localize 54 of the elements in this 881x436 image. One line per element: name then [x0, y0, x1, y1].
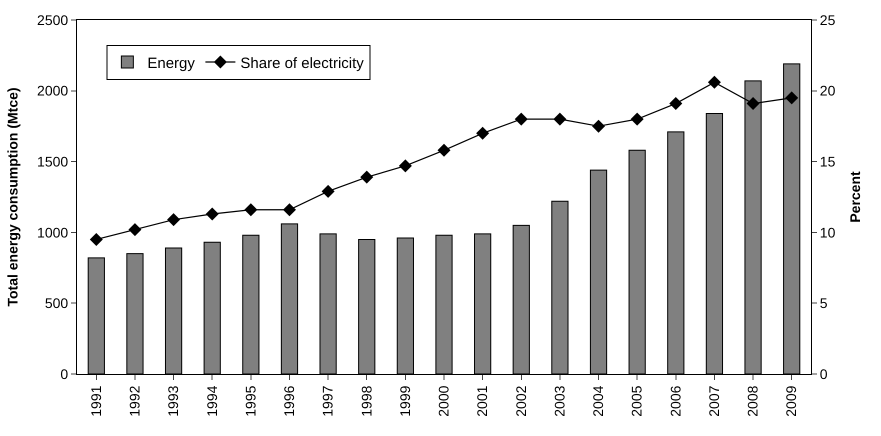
x-tick-label: 1994 — [204, 385, 220, 417]
x-tick-label: 1998 — [358, 385, 374, 417]
y-tick-label: 500 — [44, 295, 68, 312]
point — [553, 112, 566, 126]
x-tick-label: 2006 — [667, 385, 684, 417]
point — [746, 97, 760, 110]
y-tick-label: 1000 — [37, 224, 68, 240]
y2-tick-label: 25 — [820, 12, 836, 28]
point — [322, 184, 335, 198]
point — [244, 203, 258, 216]
point — [206, 207, 219, 220]
point — [514, 112, 528, 126]
x-tick-label: 2003 — [551, 385, 568, 417]
x-tick-label: 1991 — [88, 385, 104, 417]
y2-tick-label: 5 — [820, 295, 828, 312]
y2-axis-title: Percent — [846, 170, 863, 223]
point — [398, 159, 412, 172]
x-tick-label: 2004 — [590, 385, 606, 417]
y-tick-label: 0 — [60, 366, 68, 382]
y-tick-label: 1500 — [37, 154, 68, 170]
x-tick-label: 1996 — [281, 385, 298, 417]
x-tick-label: 1993 — [165, 385, 182, 417]
legend-label: Share of electricity — [240, 54, 364, 72]
y-tick-label: 2000 — [37, 82, 68, 99]
x-tick-label: 1997 — [320, 385, 336, 417]
x-tick-label: 2001 — [474, 385, 490, 417]
y2-tick-label: 10 — [820, 224, 836, 240]
y-tick-label: 2500 — [37, 12, 68, 28]
point — [476, 126, 490, 140]
point — [128, 223, 142, 236]
point — [167, 213, 180, 226]
point — [438, 144, 450, 157]
x-tick-label: 2009 — [783, 385, 800, 417]
x-tick-label: 2007 — [706, 385, 722, 417]
point — [669, 97, 682, 110]
point — [630, 112, 644, 126]
x-tick-label: 1995 — [242, 385, 258, 417]
y2-tick-label: 0 — [820, 366, 828, 382]
x-tick-label: 1999 — [396, 385, 413, 417]
x-tick-label: 2000 — [436, 385, 452, 417]
point — [282, 203, 296, 216]
point — [592, 120, 606, 133]
point — [90, 232, 103, 246]
point — [708, 76, 721, 89]
x-tick-label: 2005 — [628, 385, 645, 417]
legend-label: Energy — [147, 54, 196, 72]
x-tick-label: 2008 — [744, 385, 761, 417]
point — [360, 170, 374, 184]
x-tick-label: 2002 — [512, 385, 529, 417]
y-axis-title: Total energy consumption (Mtce) — [4, 87, 21, 307]
y2-tick-label: 20 — [820, 82, 836, 99]
point — [785, 91, 798, 104]
x-tick-label: 1992 — [126, 385, 142, 417]
y2-tick-label: 15 — [820, 154, 836, 170]
